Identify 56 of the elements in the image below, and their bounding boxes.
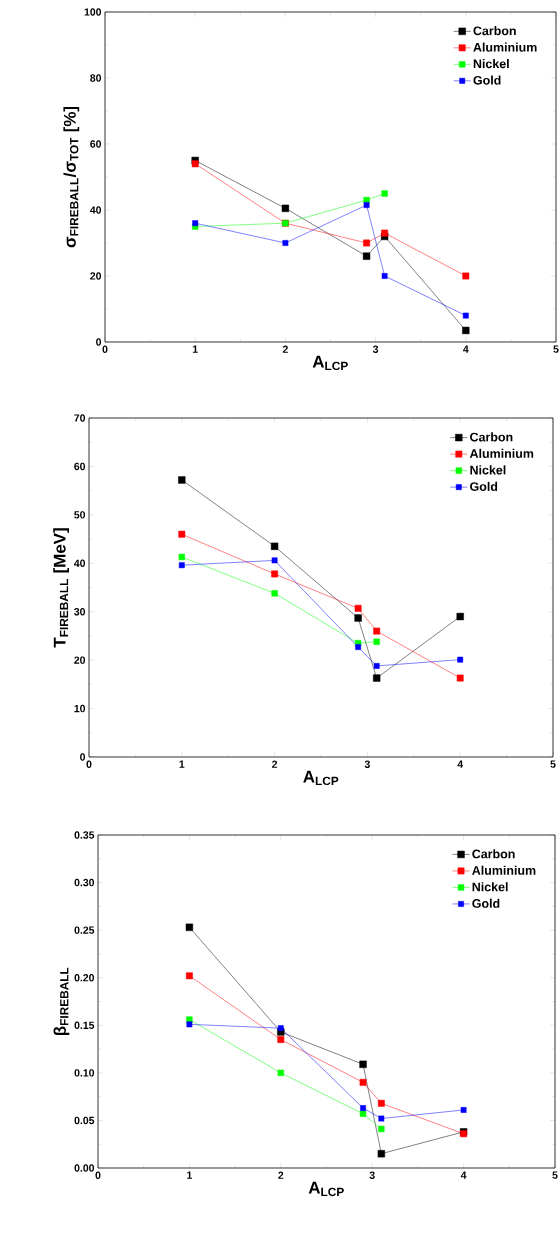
y-tick-label: 70 — [74, 414, 86, 422]
y-tick-label: 0.05 — [74, 1116, 95, 1125]
legend-label: Aluminium — [469, 448, 534, 458]
x-tick-label: 4 — [460, 1171, 467, 1179]
legend-label: Carbon — [472, 849, 515, 859]
y-axis-title: σ$_{FIREBALL}$/σ$_{TOT}$ [%] — [63, 106, 80, 248]
legend-label: Gold — [473, 75, 501, 85]
y-tick-label: 0.30 — [74, 878, 95, 887]
y-tick-label: 0.25 — [74, 926, 95, 934]
x-tick-label: 3 — [369, 1171, 375, 1179]
y-tick-label: 60 — [90, 140, 102, 148]
legend-label: Aluminium — [473, 42, 537, 52]
legend-label: Carbon — [470, 432, 513, 442]
x-tick-label: 4 — [457, 760, 464, 768]
y-tick-label: 0.10 — [74, 1069, 95, 1077]
x-tick-label: 3 — [364, 760, 370, 768]
x-tick-label: 2 — [282, 345, 288, 353]
legend-label: Gold — [472, 898, 500, 908]
y-tick-label: 30 — [74, 608, 86, 616]
x-tick-label: 1 — [187, 1171, 193, 1179]
y-tick-label: 50 — [74, 511, 86, 519]
y-axis-title: β$_{FIREBALL}$ — [53, 967, 70, 1036]
x-tick-label: 1 — [179, 760, 185, 768]
y-tick-label: 40 — [90, 206, 102, 214]
y-tick-label: 0.20 — [74, 974, 95, 982]
legend-label: Nickel — [472, 882, 508, 892]
x-tick-label: 5 — [552, 1171, 558, 1179]
y-tick-label: 0.35 — [74, 831, 95, 839]
x-tick-label: 0 — [102, 345, 108, 353]
x-tick-label: 3 — [372, 345, 379, 353]
x-tick-label: 5 — [553, 345, 559, 353]
legend-label: Aluminium — [472, 865, 536, 875]
x-tick-label: 4 — [463, 345, 469, 353]
y-tick-label: 40 — [74, 559, 86, 567]
x-axis-title: A$_{LCP}$ — [312, 355, 348, 371]
legend-label: Carbon — [473, 26, 516, 36]
x-tick-label: 2 — [278, 1171, 284, 1179]
legend-label: Gold — [470, 481, 498, 492]
x-tick-label: 2 — [272, 760, 278, 768]
x-axis-title: A$_{LCP}$ — [308, 1181, 344, 1197]
legend-label: Nickel — [470, 465, 506, 475]
y-tick-label: 0 — [96, 338, 102, 346]
y-tick-label: 100 — [84, 8, 102, 16]
y-tick-label: 0.00 — [74, 1164, 95, 1172]
y-tick-label: 10 — [74, 704, 86, 713]
y-tick-label: 20 — [90, 272, 102, 280]
y-tick-label: 80 — [90, 74, 102, 82]
y-tick-label: 60 — [74, 462, 86, 471]
y-tick-label: 20 — [74, 656, 86, 664]
y-tick-label: 0 — [80, 753, 86, 761]
x-tick-label: 5 — [550, 760, 556, 768]
x-axis-title: A$_{LCP}$ — [303, 770, 339, 786]
x-tick-label: 1 — [192, 345, 198, 353]
y-tick-label: 0.15 — [74, 1021, 95, 1029]
legend-label: Nickel — [473, 59, 509, 69]
y-axis-title: T$_{FIREBALL}$ [MeV] — [53, 528, 70, 648]
